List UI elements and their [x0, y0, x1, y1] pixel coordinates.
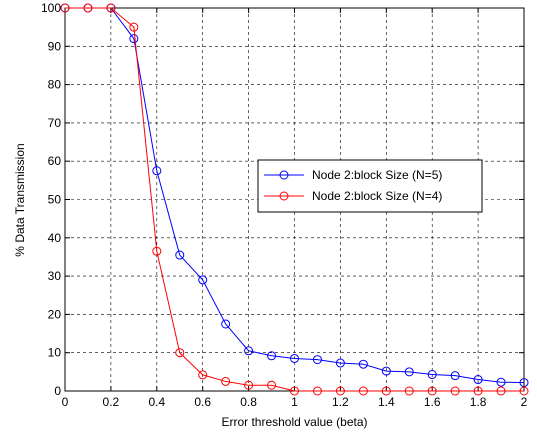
legend-marker-series-0 [279, 170, 289, 180]
data-point-series-1 [106, 3, 116, 13]
y-tick-label: 90 [48, 39, 62, 53]
axis-ticks: 0 0.2 0.4 0.6 0.8 1 1.2 1.4 1.6 1.8 20102030405060… [41, 1, 528, 409]
legend-box [257, 159, 483, 213]
y-tick-label: 20 [48, 307, 62, 321]
data-point-series-1 [60, 3, 70, 13]
data-point-series-0 [473, 375, 483, 385]
x-tick-label: 1.4 [378, 395, 395, 409]
data-point-series-1 [152, 246, 162, 256]
data-point-series-0 [427, 370, 437, 380]
x-tick-label: 1.8 [470, 395, 487, 409]
data-point-series-0 [312, 355, 322, 365]
data-point-series-0 [335, 358, 345, 368]
series-group [60, 3, 529, 396]
y-tick-label: 50 [48, 193, 62, 207]
data-point-series-0 [496, 377, 506, 387]
data-point-series-1 [129, 22, 139, 32]
y-tick-label: 0 [54, 384, 61, 398]
data-point-series-0 [129, 34, 139, 44]
x-tick-label: 1.2 [332, 395, 349, 409]
data-point-series-1 [267, 380, 277, 390]
legend: Node 2:block Size (N=5) Node 2:block Siz… [257, 159, 483, 213]
data-point-series-1 [450, 386, 460, 396]
series-line-1 [65, 7, 524, 392]
x-tick-label: 1.6 [424, 395, 441, 409]
data-point-series-1 [381, 386, 391, 396]
data-point-series-0 [404, 367, 414, 377]
x-tick-label: 0.8 [240, 395, 257, 409]
y-tick-label: 60 [48, 154, 62, 168]
legend-label-series-0: Node 2:block Size (N=5) [312, 168, 442, 182]
y-axis-title: % Data Transmission [13, 143, 27, 256]
x-axis-title: Error threshold value (beta) [221, 415, 367, 429]
x-tick-label: 2 [521, 395, 528, 409]
data-point-series-0 [244, 346, 254, 356]
x-tick-label: 1 [291, 395, 298, 409]
data-point-series-0 [358, 359, 368, 369]
data-point-series-1 [404, 386, 414, 396]
data-point-series-1 [83, 3, 93, 13]
data-point-series-1 [312, 386, 322, 396]
data-point-series-1 [473, 386, 483, 396]
data-point-series-0 [450, 371, 460, 381]
y-tick-label: 80 [48, 78, 62, 92]
y-tick-label: 40 [48, 231, 62, 245]
y-tick-label: 10 [48, 346, 62, 360]
data-point-series-0 [175, 250, 185, 260]
data-point-series-0 [381, 366, 391, 376]
data-point-series-1 [175, 348, 185, 358]
data-point-series-1 [290, 386, 299, 396]
x-tick-label: 0 [62, 395, 69, 409]
x-tick-label: 0.4 [148, 395, 165, 409]
legend-marker-series-1 [279, 191, 289, 201]
data-point-series-0 [267, 351, 277, 361]
data-point-series-1 [221, 376, 231, 386]
data-point-series-1 [427, 386, 437, 396]
data-point-series-1 [358, 386, 368, 396]
data-point-series-0 [152, 166, 162, 176]
legend-label-series-1: Node 2:block Size (N=4) [312, 189, 442, 203]
y-tick-label: 70 [48, 116, 62, 130]
data-point-series-1 [519, 386, 529, 396]
data-point-series-1 [335, 386, 345, 396]
data-point-series-1 [198, 370, 208, 380]
y-tick-label: 100 [41, 1, 61, 15]
y-tick-label: 30 [48, 269, 62, 283]
x-tick-label: 0.6 [194, 395, 211, 409]
x-tick-label: 0.2 [103, 395, 120, 409]
data-point-series-1 [244, 380, 254, 390]
series-line-0 [65, 7, 525, 384]
data-point-series-0 [221, 319, 231, 329]
data-point-series-1 [496, 386, 506, 396]
data-point-series-0 [290, 353, 299, 363]
data-point-series-0 [198, 275, 208, 285]
